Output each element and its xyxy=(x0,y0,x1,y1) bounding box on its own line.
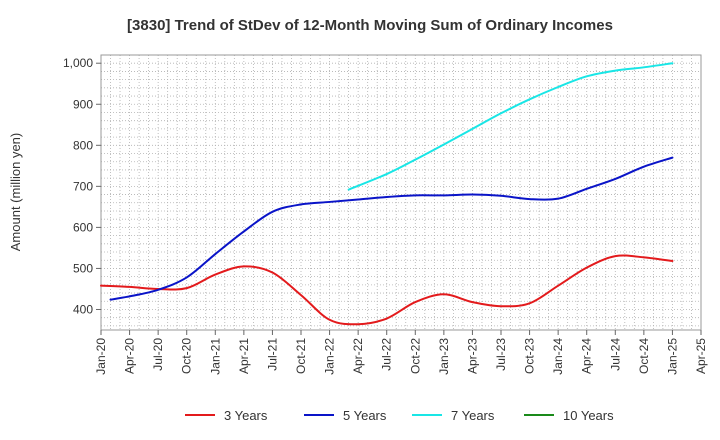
x-tick-label: Jan-22 xyxy=(323,338,337,375)
grid-lines xyxy=(100,54,702,330)
y-tick-label: 500 xyxy=(73,261,93,275)
x-tick-label: Jul-20 xyxy=(151,338,165,371)
series-line-5-years xyxy=(109,156,674,301)
x-tick-label: Jul-22 xyxy=(380,338,394,371)
x-tick-label: Apr-22 xyxy=(351,338,365,374)
y-tick-label: 1,000 xyxy=(63,56,93,70)
y-tick-label: 700 xyxy=(73,179,93,193)
x-axis: Jan-20 Apr-20 Jul-20 Oct-20 Jan-21 Apr-21 Jul-… xyxy=(94,330,708,375)
plot-area xyxy=(100,54,702,331)
x-tick-label: Jul-21 xyxy=(265,338,279,371)
y-tick-label: 400 xyxy=(73,302,93,316)
legend-label-10-years: 10 Years xyxy=(563,408,614,423)
y-tick-label: 900 xyxy=(73,97,93,111)
x-tick-label: Apr-20 xyxy=(123,338,137,374)
x-tick-label: Apr-21 xyxy=(237,338,251,374)
chart-title: [3830] Trend of StDev of 12-Month Moving… xyxy=(127,17,613,34)
x-tick-label: Jul-24 xyxy=(608,338,622,371)
x-tick-label: Jul-23 xyxy=(494,338,508,371)
x-tick-label: Oct-21 xyxy=(294,338,308,374)
legend-label-7-years: 7 Years xyxy=(451,408,495,423)
legend-label-3-years: 3 Years xyxy=(224,408,268,423)
legend: 3 Years 5 Years 7 Years 10 Years xyxy=(185,408,614,423)
series-line-3-years xyxy=(100,254,674,326)
legend-label-5-years: 5 Years xyxy=(343,408,387,423)
x-tick-label: Oct-24 xyxy=(637,338,651,374)
x-tick-label: Oct-23 xyxy=(523,338,537,374)
series-lines xyxy=(100,62,674,326)
x-tick-label: Apr-25 xyxy=(694,338,708,374)
x-tick-label: Oct-22 xyxy=(408,338,422,374)
x-tick-label: Jan-24 xyxy=(551,338,565,375)
x-tick-label: Jan-25 xyxy=(665,338,679,375)
x-tick-label: Oct-20 xyxy=(180,338,194,374)
x-tick-label: Jan-23 xyxy=(437,338,451,375)
x-tick-label: Apr-23 xyxy=(465,338,479,374)
y-tick-label: 800 xyxy=(73,138,93,152)
x-tick-label: Jan-21 xyxy=(208,338,222,375)
x-tick-label: Apr-24 xyxy=(580,338,594,374)
series-line-7-years xyxy=(347,62,674,191)
y-tick-label: 600 xyxy=(73,220,93,234)
x-tick-label: Jan-20 xyxy=(94,338,108,375)
y-axis: 400 500 600 700 800 900 1,000 xyxy=(63,56,101,316)
y-axis-label: Amount (million yen) xyxy=(8,133,23,252)
